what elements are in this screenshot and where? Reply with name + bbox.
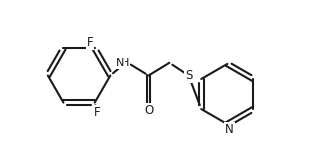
Text: H: H bbox=[121, 58, 130, 68]
Text: F: F bbox=[94, 106, 100, 119]
Text: F: F bbox=[87, 36, 93, 49]
Text: S: S bbox=[185, 69, 192, 82]
Text: N: N bbox=[116, 58, 124, 68]
Text: N: N bbox=[225, 123, 234, 136]
Text: O: O bbox=[144, 104, 153, 117]
